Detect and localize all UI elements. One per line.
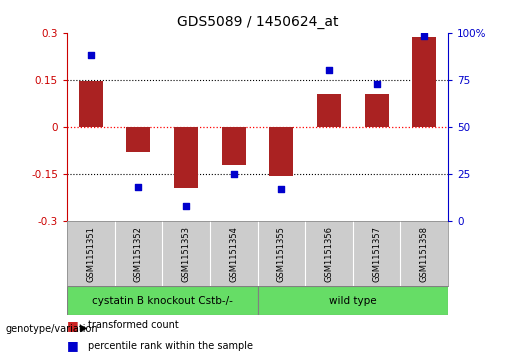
Text: wild type: wild type <box>329 295 376 306</box>
Bar <box>174 127 198 188</box>
Point <box>134 184 143 190</box>
Bar <box>67 286 258 315</box>
Title: GDS5089 / 1450624_at: GDS5089 / 1450624_at <box>177 15 338 29</box>
Bar <box>269 127 293 176</box>
Point <box>277 186 285 192</box>
Text: cystatin B knockout Cstb-/-: cystatin B knockout Cstb-/- <box>92 295 233 306</box>
Text: GSM1151356: GSM1151356 <box>324 226 333 282</box>
Text: percentile rank within the sample: percentile rank within the sample <box>88 340 253 351</box>
Bar <box>258 286 448 315</box>
Bar <box>127 127 150 152</box>
Text: GSM1151353: GSM1151353 <box>182 226 191 282</box>
Text: GSM1151357: GSM1151357 <box>372 226 381 282</box>
Point <box>420 33 428 39</box>
Text: GSM1151352: GSM1151352 <box>134 226 143 282</box>
Text: ▶: ▶ <box>80 323 88 333</box>
Text: GSM1151354: GSM1151354 <box>229 226 238 282</box>
Bar <box>222 127 246 164</box>
Text: ■: ■ <box>67 319 79 332</box>
Bar <box>79 81 102 127</box>
Bar <box>413 37 436 127</box>
Text: GSM1151351: GSM1151351 <box>87 226 95 282</box>
Point <box>87 52 95 58</box>
Bar <box>317 94 341 127</box>
Point <box>325 68 333 73</box>
Point <box>230 171 238 177</box>
Text: ■: ■ <box>67 339 79 352</box>
Point <box>372 81 381 86</box>
Text: genotype/variation: genotype/variation <box>5 323 98 334</box>
Text: transformed count: transformed count <box>88 321 179 330</box>
Text: GSM1151358: GSM1151358 <box>420 226 428 282</box>
Bar <box>365 94 388 127</box>
Point <box>182 203 190 209</box>
Text: GSM1151355: GSM1151355 <box>277 226 286 282</box>
